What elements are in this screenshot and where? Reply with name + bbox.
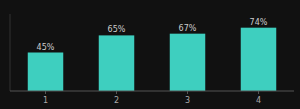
y-axis-line xyxy=(10,14,11,91)
data-label: 45% xyxy=(37,43,55,52)
data-label: 74% xyxy=(250,18,268,27)
bar xyxy=(241,28,277,91)
x-axis-line xyxy=(10,91,294,92)
data-label: 65% xyxy=(108,25,126,34)
x-tick xyxy=(187,91,188,94)
bar xyxy=(28,53,64,92)
x-tick-label: 4 xyxy=(256,96,261,105)
bar xyxy=(99,35,135,91)
x-tick xyxy=(45,91,46,94)
bars xyxy=(28,28,277,91)
x-tick xyxy=(116,91,117,94)
chart-container: 45% 65% 67% 74% 1 2 3 4 xyxy=(0,0,300,109)
x-tick-label: 1 xyxy=(43,96,48,105)
x-tick-label: 3 xyxy=(185,96,190,105)
data-label: 67% xyxy=(179,24,197,33)
data-labels: 45% 65% 67% 74% xyxy=(37,18,268,52)
x-tick xyxy=(258,91,259,94)
chart: 45% 65% 67% 74% 1 2 3 4 xyxy=(0,0,300,109)
bar xyxy=(170,34,206,91)
x-tick-label: 2 xyxy=(114,96,119,105)
